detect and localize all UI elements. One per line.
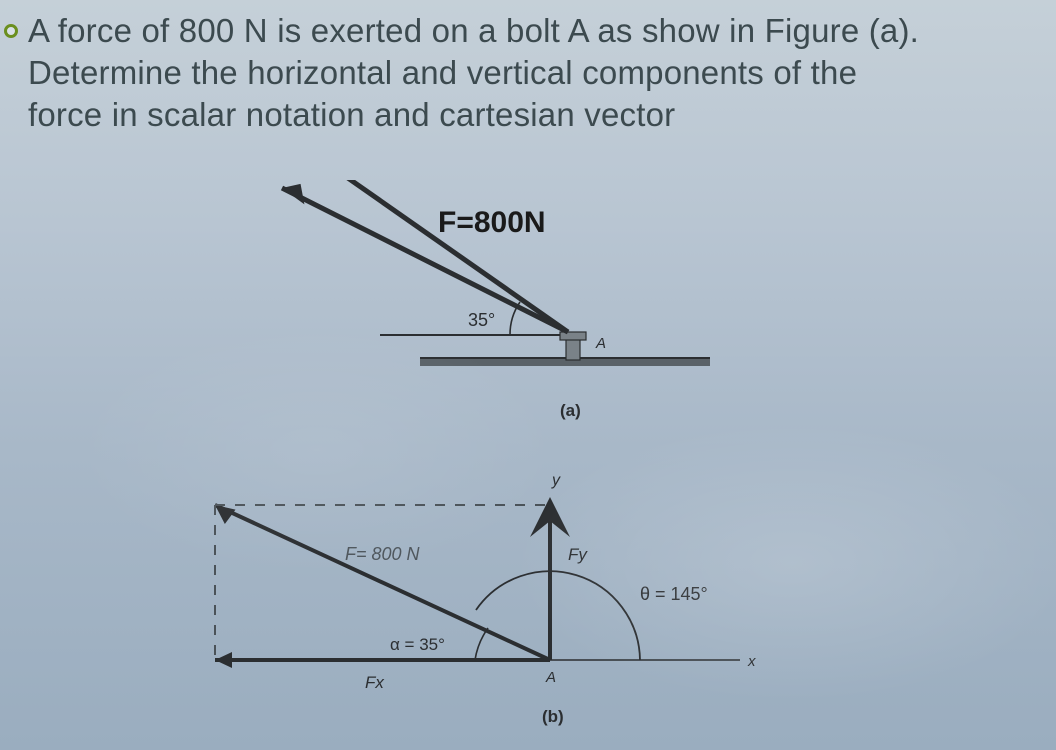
bullet-icon (4, 24, 18, 38)
figure-b: x y Fy Fx A F= 800 N α = 35° θ = 145° (b… (120, 450, 840, 750)
problem-line-2: Determine the horizontal and vertical co… (28, 54, 857, 91)
problem-line-1: A force of 800 N is exerted on a bolt A … (28, 12, 919, 49)
problem-text: A force of 800 N is exerted on a bolt A … (28, 10, 919, 137)
figures-container: A 35° F=800N (a) (0, 170, 1056, 750)
figure-a-caption: (a) (560, 401, 581, 420)
figure-a: A 35° F=800N (a) (210, 180, 770, 450)
theta-arc (476, 571, 640, 660)
bolt-a (560, 332, 586, 360)
force-diagonal (215, 505, 550, 660)
problem-line-3: force in scalar notation and cartesian v… (28, 96, 675, 133)
x-axis-label: x (747, 653, 756, 670)
theta-label: θ = 145° (640, 584, 708, 604)
angle-label: 35° (468, 310, 495, 330)
force-label-b: F= 800 N (345, 544, 421, 564)
ground-plate (420, 358, 710, 366)
origin-label: A (545, 669, 556, 686)
problem-statement: A force of 800 N is exerted on a bolt A … (0, 0, 1056, 137)
alpha-label: α = 35° (390, 635, 445, 654)
force-label: F=800N (438, 206, 546, 239)
alpha-arc (475, 628, 488, 660)
fx-arrowhead (215, 652, 232, 668)
y-axis-label: y (551, 472, 561, 489)
fy-label: Fy (568, 545, 588, 564)
force-arrowhead (281, 182, 307, 204)
bolt-label: A (595, 335, 606, 352)
fx-label: Fx (365, 673, 384, 692)
figure-b-caption: (b) (542, 707, 564, 726)
